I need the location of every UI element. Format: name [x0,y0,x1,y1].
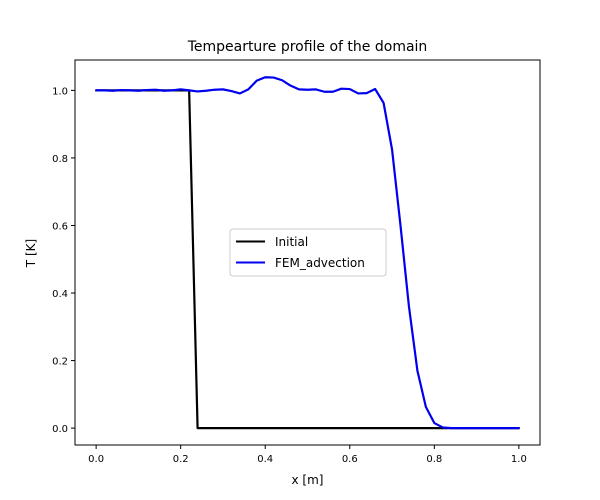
legend-box [229,228,387,277]
legend-label-initial: Initial [275,235,308,249]
x-tick-label: 0.8 [426,454,442,465]
chart-title: Tempearture profile of the domain [187,39,428,55]
series-line-fem-advection [95,76,520,430]
x-tick-label: 0.2 [173,454,189,465]
x-tick-label: 0.6 [342,454,358,465]
x-tick-label: 0.0 [88,454,104,465]
x-axis-label: x [m] [292,473,324,487]
plot-area: 0.0 0.2 0.4 0.6 0.8 1.0 0.0 0.2 0.4 0.6 0.8 1.0 [52,59,541,465]
x-tick-label: 0.4 [257,454,273,465]
y-tick-label: 0.0 [52,424,68,435]
y-axis-label: T [K] [24,239,38,268]
y-tick-label: 0.2 [52,357,68,368]
y-tick-label: 1.0 [52,86,68,97]
y-tick-label: 0.8 [52,154,68,165]
legend: Initial FEM_advection [229,228,387,277]
x-tick-label: 1.0 [511,454,527,465]
y-tick-label: 0.6 [52,221,68,232]
legend-label-fem-advection: FEM_advection [275,256,365,270]
axes-frame [74,59,541,446]
y-tick-label: 0.4 [52,289,68,300]
